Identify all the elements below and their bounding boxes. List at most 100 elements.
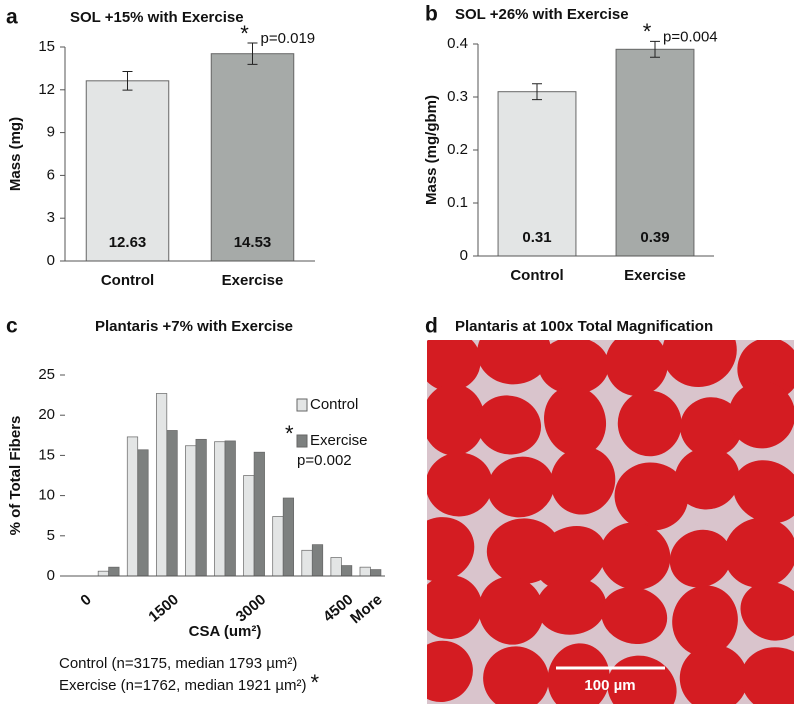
muscle-fiber [427,640,473,703]
y-tick-label: 0 [47,567,55,584]
panel-label: d [425,315,438,338]
y-tick-label: 20 [38,406,55,423]
bar [282,497,295,577]
muscle-fiber [680,397,743,457]
bar [97,570,109,577]
muscle-fiber [427,340,481,392]
legend-label: Control [310,396,358,413]
muscle-fiber [733,460,794,524]
scale-label: 100 µm [584,677,635,694]
muscle-fiber [487,456,555,518]
x-tick-label: Exercise [222,272,284,289]
y-tick-label: 25 [38,366,55,383]
muscle-fiber [614,462,689,531]
value-label: 0.31 [522,229,551,246]
legend-swatch [296,434,308,448]
muscle-fiber [674,447,740,510]
y-axis-label: % of Total Fibers [7,416,24,536]
bar [497,91,577,257]
muscle-fiber [427,517,475,582]
p-value: p=0.004 [663,28,718,45]
value-label: 12.63 [109,234,147,251]
muscle-fiber [534,526,607,590]
bar [137,449,149,577]
panel-label: c [6,315,18,338]
bar [108,566,120,577]
note: Exercise (n=1762, median 1921 µm²) [59,677,307,694]
significance-star: * [643,19,652,44]
y-tick-label: 10 [38,487,55,504]
muscle-fiber [599,522,671,590]
y-tick-label: 15 [38,446,55,463]
x-tick-label: 3000 [233,591,269,625]
y-axis-label: Mass (mg/gbm) [423,95,440,205]
y-tick-label: 15 [38,38,55,55]
bar [195,438,207,577]
x-tick-label: More [347,591,385,627]
error-bar [532,83,542,101]
x-tick-label: 0 [77,591,94,609]
y-axis-label: Mass (mg) [7,117,24,191]
muscle-fiber [427,575,483,640]
y-tick-label: 0 [460,247,468,264]
muscle-fiber [536,577,607,635]
x-tick-label: 1500 [145,591,181,625]
value-label: 0.39 [640,229,669,246]
micrograph [427,340,794,704]
bar [85,80,170,262]
bar [341,565,353,577]
chart-title: Plantaris +7% with Exercise [95,318,293,335]
bar [126,436,139,577]
muscle-fiber [724,517,794,588]
muscle-fiber [427,383,485,456]
y-tick-label: 0 [47,252,55,269]
bar [311,544,324,577]
y-tick-label: 3 [47,209,55,226]
y-tick-label: 6 [47,166,55,183]
muscle-fiber [740,582,794,641]
muscle-fiber [538,340,609,395]
x-tick-label: Exercise [624,267,686,284]
significance-star: * [240,21,249,46]
muscle-fiber [427,452,493,517]
muscle-fiber [672,585,738,657]
bar [155,393,168,577]
bar [301,549,313,577]
muscle-fiber [617,390,682,457]
x-tick-label: Control [510,267,563,284]
muscle-fiber [477,340,552,385]
muscle-fiber [483,646,549,704]
value-label: 14.53 [234,234,272,251]
muscle-fiber [544,385,607,457]
muscle-fiber [728,381,794,449]
muscle-fiber [605,340,668,396]
bar [615,48,695,257]
y-tick-label: 12 [38,81,55,98]
y-tick-label: 9 [47,124,55,141]
y-tick-label: 5 [47,527,55,544]
muscle-fiber [740,647,794,704]
bar [253,451,265,577]
muscle-fiber [547,643,610,704]
x-axis-label: CSA (um²) [189,623,262,640]
bar [370,569,382,577]
legend-label: Exercise [310,432,368,449]
error-bar [247,42,258,65]
bar [185,445,197,577]
muscle-fiber [478,576,544,645]
y-tick-label: 0.4 [447,35,468,52]
bar [243,475,255,577]
bar [359,566,371,577]
muscle-fiber [679,644,748,704]
panel-label: a [6,6,18,29]
legend-swatch [296,398,308,412]
note-star: * [311,670,320,695]
muscle-fiber [476,395,542,455]
muscle-fiber [601,587,668,645]
bar [214,441,226,577]
bar [224,440,236,577]
panel-label: b [425,3,438,26]
muscle-fiber [669,529,732,588]
x-tick-label: 4500 [320,591,356,625]
